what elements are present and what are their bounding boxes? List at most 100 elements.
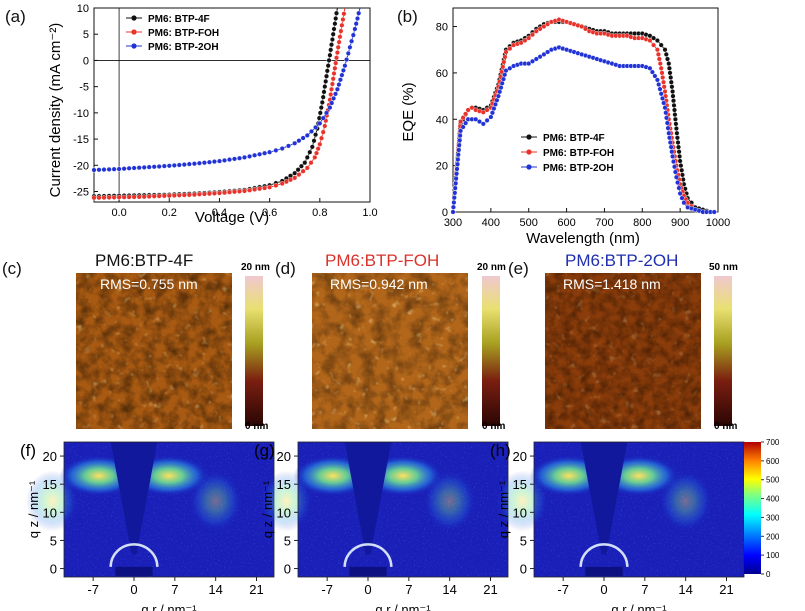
jv-point (328, 47, 334, 53)
eqe-point (661, 79, 667, 85)
jv-point (342, 63, 348, 69)
eqe-axes: 300 400 500 600 700 800 900 1000 0 20 40 60 80 (436, 7, 730, 229)
jv-point (181, 162, 187, 168)
giwaxs-inner-ring (109, 543, 159, 567)
jv-point (324, 110, 330, 116)
jv-point (329, 100, 335, 106)
eqe-chart: (b) 300 400 500 600 700 800 900 1000 0 20 40 60 80 P… (397, 7, 730, 247)
panel-label-c: (c) (2, 259, 22, 278)
jv-point (283, 179, 289, 185)
jv-ytick-label: -20 (73, 160, 89, 172)
jv-point (166, 193, 172, 199)
jv-point (161, 163, 167, 169)
giwaxs-xlabel: q r / nm⁻¹ (375, 602, 431, 611)
jv-point (331, 95, 337, 101)
eqe-point (579, 24, 585, 30)
eqe-point (502, 72, 508, 78)
afm-cbar-bottom-d: 0 nm (482, 421, 505, 432)
jv-point (101, 167, 107, 173)
jv-point (312, 154, 318, 160)
giwaxs-xtick-label: 0 (600, 582, 607, 597)
eqe-point (674, 130, 680, 136)
afm-title-c: PM6:BTP-4F (95, 251, 193, 270)
jv-point (279, 145, 285, 151)
eqe-point (668, 79, 674, 85)
giwaxs-xtick-label: -7 (321, 582, 333, 597)
jv-point (309, 128, 315, 134)
eqe-point (647, 38, 653, 44)
eqe-point (654, 38, 660, 44)
giwaxs-ytick-label: 5 (520, 533, 527, 548)
jv-point (344, 57, 350, 63)
giwaxs-ylabel: q z / nm⁻¹ (26, 480, 41, 538)
jv-point (126, 165, 132, 171)
eqe-point (502, 54, 508, 60)
eqe-xtick-label: 800 (633, 217, 651, 229)
eqe-point (541, 51, 547, 57)
jv-point (191, 161, 197, 167)
jv-point (166, 163, 172, 169)
eqe-point (654, 77, 660, 83)
eqe-point (501, 59, 507, 65)
jv-point (106, 166, 112, 172)
jv-point (176, 192, 182, 198)
eqe-point (473, 116, 479, 122)
eqe-point (469, 105, 475, 111)
jv-point (307, 149, 313, 155)
jv-point (111, 194, 117, 200)
jv-point (341, 11, 347, 17)
eqe-point (495, 93, 501, 99)
jv-point (252, 152, 258, 158)
eqe-point (652, 73, 658, 79)
jv-point (350, 32, 356, 38)
eqe-point (658, 91, 664, 97)
jv-point (302, 160, 308, 166)
jv-point (300, 168, 306, 174)
giwaxs-xtick-label: -7 (557, 582, 569, 597)
eqe-point (533, 56, 539, 62)
afm-image-e (545, 273, 701, 429)
eqe-point (661, 84, 667, 90)
giwaxs-inner-ring (579, 543, 629, 567)
jv-point (206, 159, 212, 165)
eqe-point (655, 51, 661, 57)
eqe-point (670, 93, 676, 99)
eqe-point (545, 21, 551, 27)
jv-point (347, 44, 353, 50)
eqe-point (489, 110, 495, 116)
eqe-point (488, 114, 494, 120)
jv-point (319, 135, 325, 141)
giwaxs-arc (659, 470, 712, 532)
jv-ylabel: Current density (mA cm⁻²) (47, 23, 64, 198)
jv-point (320, 94, 326, 100)
giwaxs-missing-wedge (110, 442, 158, 555)
afm-row: (c) PM6:BTP-4F RMS=0.755 nm 20 nm 0 nm (… (2, 251, 738, 432)
jv-point (345, 50, 351, 56)
jv-point (338, 28, 344, 34)
giwaxs-xtick-label: -7 (87, 582, 99, 597)
jv-legend: PM6: BTP-4F PM6: BTP-FOH PM6: BTP-2OH (126, 14, 219, 53)
eqe-point (657, 61, 663, 67)
jv-point (267, 184, 273, 190)
giwaxs-panel-f: (f) -7 0 7 14 21 0 5 10 15 20 q r / nm⁻¹ q z / nm⁻¹ (20, 441, 275, 611)
eqe-point (662, 47, 668, 53)
jv-point (315, 146, 321, 152)
jv-point (136, 165, 142, 171)
giwaxs-ytick-label: 5 (284, 533, 291, 548)
giwaxs-beamstop (115, 566, 153, 576)
jv-point (91, 167, 97, 173)
giwaxs-ytick-label: 15 (43, 477, 57, 492)
jv-xtick-label: 0.0 (111, 207, 126, 219)
jv-point (334, 86, 340, 92)
afm-colorbar-c (245, 276, 263, 426)
eqe-point (657, 86, 663, 92)
eqe-ylabel: EQE (%) (400, 82, 417, 141)
giwaxs-ytick-label: 20 (277, 449, 291, 464)
giwaxs-arc (423, 470, 476, 532)
giwaxs-ytick-label: 5 (50, 533, 57, 548)
jv-ytick-label: 10 (77, 3, 89, 15)
jv-point (196, 191, 202, 197)
jv-point (121, 194, 127, 200)
jv-point (292, 170, 298, 176)
eqe-point (498, 85, 504, 91)
